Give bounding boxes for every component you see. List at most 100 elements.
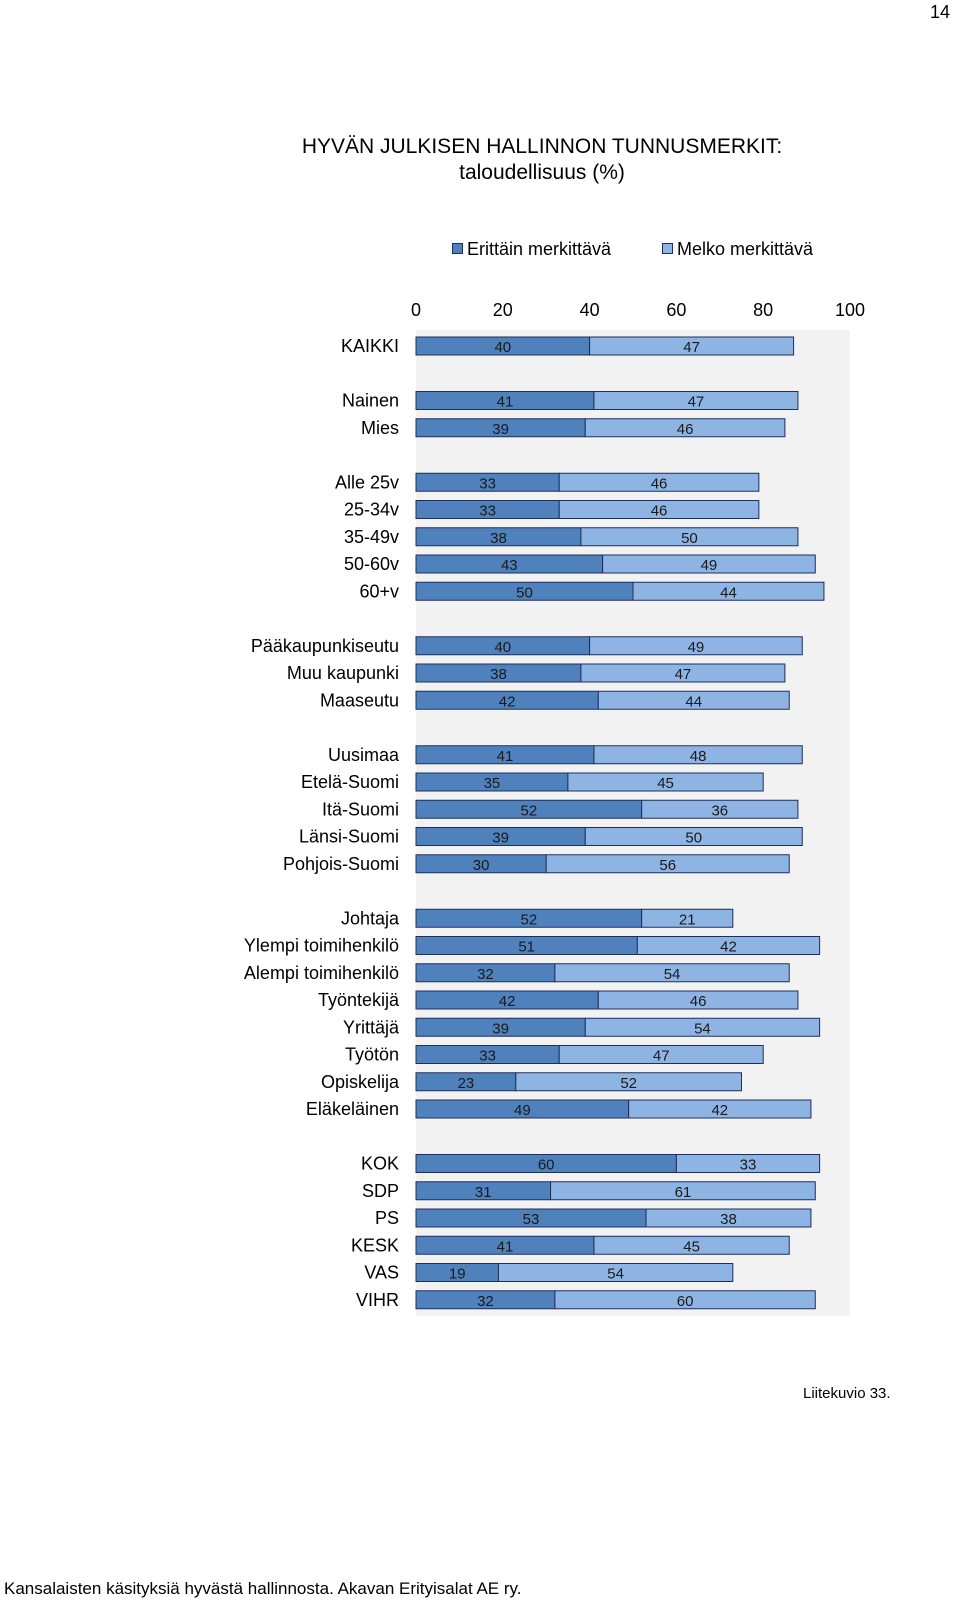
data-label-series1: 30 bbox=[473, 857, 490, 874]
category-label: Alempi toimihenkilö bbox=[244, 963, 399, 983]
legend-item-series2: Melko merkittävä bbox=[662, 237, 813, 261]
category-label: 25-34v bbox=[344, 500, 399, 520]
category-label: Pohjois-Suomi bbox=[283, 854, 399, 874]
bar-series2 bbox=[554, 963, 790, 983]
category-label: 50-60v bbox=[344, 554, 399, 574]
data-label-series1: 52 bbox=[520, 911, 537, 928]
data-label-series1: 19 bbox=[449, 1266, 466, 1283]
data-label-series1: 33 bbox=[479, 503, 496, 520]
category-label: Yrittäjä bbox=[343, 1017, 400, 1037]
bar-series2 bbox=[497, 1263, 734, 1282]
data-label-series1: 41 bbox=[497, 1238, 514, 1255]
plot-area bbox=[416, 330, 850, 1316]
data-label-series2: 45 bbox=[657, 775, 674, 792]
data-label-series2: 56 bbox=[659, 857, 676, 874]
data-label-series1: 32 bbox=[477, 966, 494, 983]
data-label-series1: 41 bbox=[497, 748, 514, 765]
category-label: PS bbox=[375, 1208, 399, 1228]
data-label-series2: 54 bbox=[694, 1020, 711, 1037]
category-label: VAS bbox=[364, 1263, 399, 1283]
data-label-series2: 60 bbox=[677, 1293, 694, 1310]
bar-series2 bbox=[558, 1045, 764, 1064]
data-label-series1: 52 bbox=[520, 802, 537, 819]
bar-series2 bbox=[545, 854, 790, 874]
category-label: Ylempi toimihenkilö bbox=[244, 936, 399, 956]
data-label-series1: 38 bbox=[490, 530, 507, 547]
data-label-series1: 42 bbox=[499, 993, 516, 1010]
bar-chart: 0 20 40 60 80 100 KAIKKI 40 47 Nainen 41 47 Mies 39 46… bbox=[244, 300, 865, 1316]
x-tick-label: 80 bbox=[753, 300, 773, 320]
figure-caption: Liitekuvio 33. bbox=[803, 1385, 891, 1402]
legend-label-series2: Melko merkittävä bbox=[677, 239, 814, 259]
category-label: Eläkeläinen bbox=[306, 1099, 399, 1119]
data-label-series2: 47 bbox=[683, 339, 700, 356]
bar-series2 bbox=[580, 663, 786, 683]
bar-series2 bbox=[645, 1208, 812, 1228]
chart-legend: Erittäin merkittävä Melko merkittävä bbox=[0, 237, 960, 261]
category-label: Maaseutu bbox=[320, 690, 399, 710]
data-label-series2: 46 bbox=[651, 475, 668, 492]
bar-series2 bbox=[641, 799, 799, 819]
page-footer: Kansalaisten käsityksiä hyvästä hallinno… bbox=[4, 1579, 522, 1598]
data-label-series1: 43 bbox=[501, 557, 518, 574]
bar-series2 bbox=[589, 636, 803, 656]
data-label-series1: 53 bbox=[523, 1211, 540, 1228]
x-tick-label: 60 bbox=[666, 300, 686, 320]
chart-title-line: HYVÄN JULKISEN HALLINNON TUNNUSMERKIT: bbox=[301, 135, 783, 158]
data-label-series1: 40 bbox=[494, 639, 511, 656]
bar-series2 bbox=[550, 1181, 816, 1201]
category-label: KAIKKI bbox=[341, 336, 399, 356]
bar-series2 bbox=[558, 500, 760, 519]
data-label-series2: 49 bbox=[701, 557, 718, 574]
legend-swatch-series1 bbox=[452, 243, 463, 254]
data-label-series2: 44 bbox=[685, 693, 702, 710]
category-label: Länsi-Suomi bbox=[299, 827, 399, 847]
bar-series2 bbox=[593, 1235, 790, 1255]
data-label-series1: 42 bbox=[499, 693, 516, 710]
bar-series2 bbox=[515, 1072, 742, 1092]
page-number: 14 bbox=[929, 2, 950, 22]
data-label-series1: 50 bbox=[516, 584, 533, 601]
x-tick-label: 100 bbox=[835, 300, 865, 320]
data-label-series2: 47 bbox=[675, 666, 692, 683]
bar-series2 bbox=[632, 581, 825, 601]
category-label: Mies bbox=[361, 418, 399, 438]
bar-series2 bbox=[554, 1290, 816, 1310]
category-label: Uusimaa bbox=[328, 745, 400, 765]
legend-label-series1: Erittäin merkittävä bbox=[467, 239, 612, 259]
data-label-series1: 40 bbox=[494, 339, 511, 356]
data-label-series1: 33 bbox=[479, 1048, 496, 1065]
category-label: Opiskelija bbox=[321, 1072, 400, 1092]
data-label-series2: 61 bbox=[675, 1184, 692, 1201]
bar-series2 bbox=[602, 554, 816, 574]
data-label-series2: 47 bbox=[653, 1048, 670, 1065]
category-label: VIHR bbox=[356, 1290, 399, 1310]
data-label-series1: 60 bbox=[538, 1157, 555, 1174]
data-label-series2: 45 bbox=[683, 1238, 700, 1255]
data-label-series1: 39 bbox=[492, 830, 509, 847]
category-label: 35-49v bbox=[344, 527, 399, 547]
bar-series2 bbox=[593, 391, 799, 410]
bar-series2 bbox=[584, 1017, 821, 1037]
bar-series2 bbox=[567, 772, 764, 792]
data-label-series1: 33 bbox=[479, 475, 496, 492]
data-label-series2: 50 bbox=[681, 530, 698, 547]
data-label-series2: 54 bbox=[664, 966, 681, 983]
data-label-series1: 39 bbox=[492, 421, 509, 438]
data-label-series1: 32 bbox=[477, 1293, 494, 1310]
bar-series2 bbox=[580, 527, 799, 547]
category-label: Johtaja bbox=[341, 908, 400, 928]
data-label-series2: 44 bbox=[720, 584, 737, 601]
bar-series2 bbox=[641, 908, 734, 928]
data-label-series2: 46 bbox=[690, 993, 707, 1010]
category-label: Nainen bbox=[342, 391, 399, 411]
category-label: Muu kaupunki bbox=[287, 663, 399, 683]
data-label-series2: 48 bbox=[690, 748, 707, 765]
data-label-series2: 49 bbox=[688, 639, 705, 656]
bar-series2 bbox=[589, 336, 795, 356]
data-label-series1: 23 bbox=[458, 1075, 475, 1092]
category-label: Pääkaupunkiseutu bbox=[251, 636, 399, 656]
legend-swatch-series2 bbox=[662, 243, 673, 254]
data-label-series2: 50 bbox=[685, 830, 702, 847]
data-label-series1: 41 bbox=[497, 394, 514, 411]
